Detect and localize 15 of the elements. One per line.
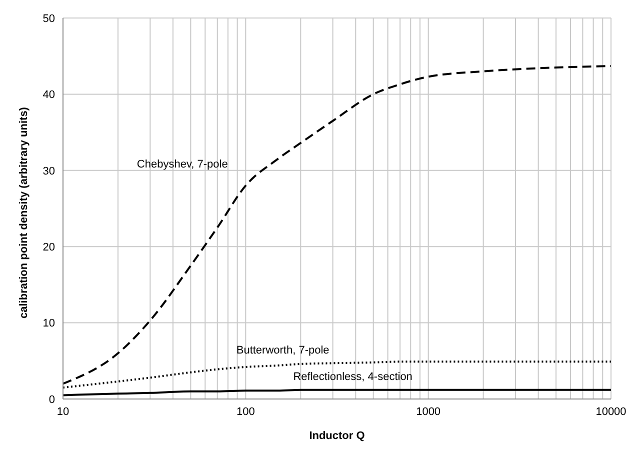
y-tick-label: 10 bbox=[42, 318, 55, 330]
series-label: Reflectionless, 4-section bbox=[293, 370, 412, 383]
y-axis-title: calibration point density (arbitrary units) bbox=[18, 106, 30, 318]
y-tick-label: 20 bbox=[42, 242, 55, 254]
y-tick-label: 40 bbox=[42, 89, 55, 102]
y-tick-label: 50 bbox=[42, 12, 55, 25]
x-tick-label: 1000 bbox=[416, 406, 441, 418]
text: Chebyshev, 7-pole bbox=[136, 158, 228, 171]
x-tick-label: 10 bbox=[56, 406, 70, 418]
y-tick-label: 0 bbox=[48, 394, 55, 406]
x-tick-label: 10000 bbox=[596, 406, 626, 418]
x-axis-title: Inductor Q bbox=[309, 430, 366, 442]
x-tick-label: 100 bbox=[236, 406, 255, 418]
series-label: Butterworth, 7-pole bbox=[236, 344, 330, 356]
y-tick-label: 30 bbox=[42, 165, 55, 178]
